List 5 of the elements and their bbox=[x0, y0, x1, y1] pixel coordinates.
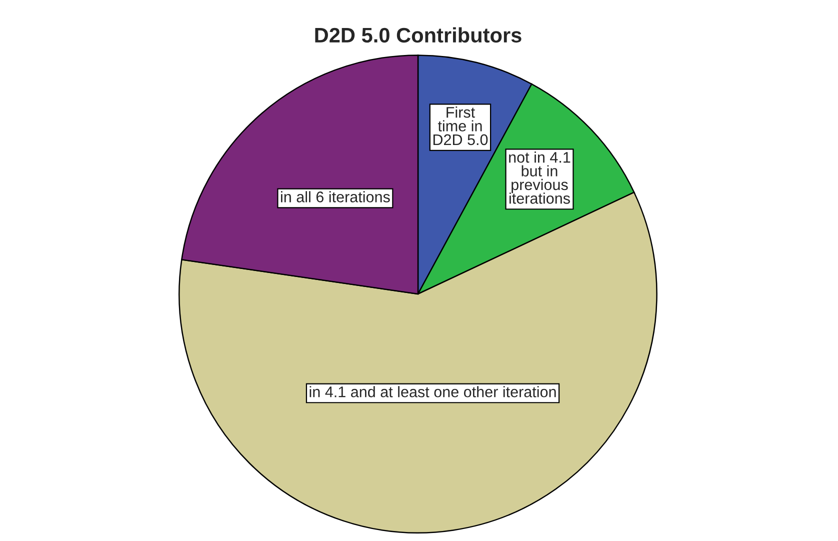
slice-label: in 4.1 and at least one other iteration bbox=[310, 386, 556, 398]
slice-label: in all 6 iterations bbox=[281, 191, 390, 202]
slice-label: First time in D2D 5.0 bbox=[433, 106, 488, 146]
chart-title: D2D 5.0 Contributors bbox=[315, 27, 522, 43]
slice-label: not in 4.1 but in previous iterations bbox=[509, 152, 570, 204]
